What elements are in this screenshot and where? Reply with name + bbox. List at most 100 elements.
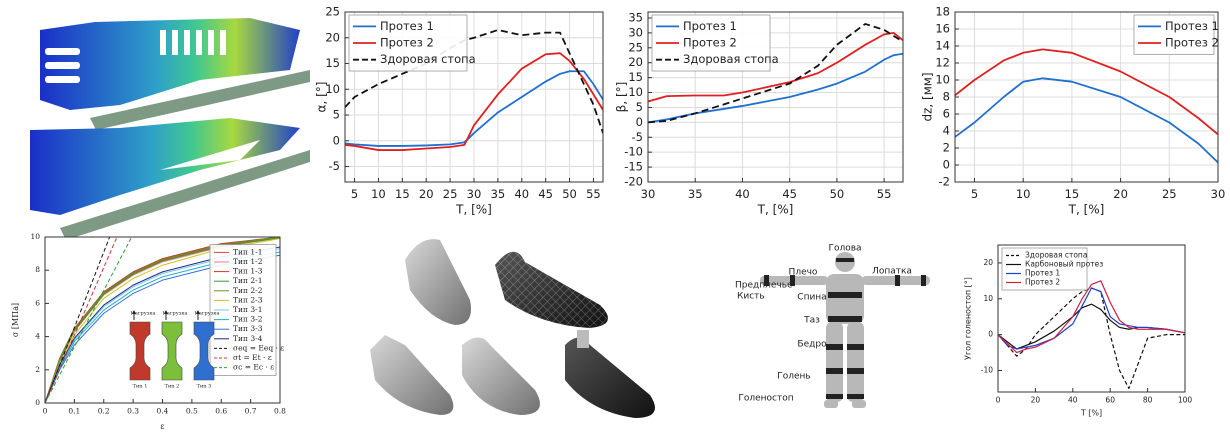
x-tick-label: 0.4 — [157, 406, 169, 415]
series-line — [998, 287, 1185, 350]
y-tick-label: 6 — [35, 298, 40, 307]
legend-label: Протез 1 — [1165, 19, 1219, 33]
x-tick-label: 0.8 — [274, 406, 286, 415]
y-tick-label: -2 — [939, 175, 950, 189]
fea-part — [40, 18, 300, 110]
fea-part — [30, 118, 300, 215]
y-tick-label: 0 — [636, 115, 643, 129]
legend-label: Тип 3-3 — [233, 324, 263, 333]
y-tick-label: -20 — [624, 175, 643, 189]
legend-label: Протез 2 — [380, 36, 434, 50]
prosthesis-adapter — [577, 330, 589, 348]
chart: 0 20 40 60 80 100 -10 0 10 20 Здоровая стопаКарбон… — [964, 244, 1193, 418]
x-axis-label: T, [%] — [1068, 203, 1105, 217]
x-tick-label: 40 — [735, 187, 750, 201]
x-tick-label: 20 — [1113, 187, 1128, 201]
chart: 5 10 15 20 25 30 35 40 45 50 55 -5 0 5 10 15 20 25 Протез … — [315, 5, 604, 217]
legend-label: Тип 2-1 — [233, 276, 262, 285]
y-tick-label: -15 — [624, 160, 643, 174]
fea-slot — [160, 140, 260, 170]
y-tick-label: 0 — [35, 398, 40, 407]
x-tick-label: 0.1 — [68, 406, 80, 415]
x-tick-label: 15 — [395, 187, 410, 201]
legend-label: Тип 2-3 — [233, 295, 263, 304]
y-tick-label: 2 — [35, 365, 40, 374]
y-tick-label: -5 — [329, 159, 340, 173]
x-tick-label: 80 — [1143, 395, 1153, 404]
series-line — [648, 52, 903, 124]
prosthesis — [405, 239, 471, 325]
y-tick-label: 15 — [628, 70, 643, 84]
legend-box — [1133, 14, 1215, 55]
y-tick-label: 10 — [935, 73, 950, 87]
x-tick-label: 0.5 — [186, 406, 198, 415]
x-tick-label: 10 — [371, 187, 386, 201]
y-tick-label: 12 — [935, 56, 950, 70]
x-axis-label: T [%] — [1080, 409, 1102, 418]
x-tick-label: 10 — [1016, 187, 1031, 201]
x-tick-label: 30 — [641, 187, 656, 201]
x-axis-label: T, [%] — [757, 203, 794, 217]
x-tick-label: 45 — [782, 187, 797, 201]
plot-frame — [344, 11, 604, 183]
plate — [60, 150, 310, 240]
legend-label: Тип 1-2 — [233, 257, 263, 266]
x-tick-label: 0.2 — [98, 406, 110, 415]
fea-holes — [45, 30, 226, 83]
y-tick-label: 30 — [628, 25, 643, 39]
series-line — [955, 77, 1218, 164]
y-tick-label: 14 — [935, 39, 950, 53]
series-line — [648, 23, 903, 124]
y-tick-label: 6 — [943, 107, 950, 121]
legend-label: Карбоновый протез — [1025, 260, 1103, 269]
x-tick-label: 50 — [562, 187, 577, 201]
series-line — [45, 237, 118, 403]
x-tick-label: 20 — [1031, 395, 1041, 404]
legend-label: Тип 3-2 — [233, 315, 263, 324]
x-tick-label: 0 — [43, 406, 48, 415]
legend-label: Протез 2 — [1025, 278, 1060, 287]
x-tick-label: 100 — [1178, 395, 1193, 404]
load-label: Нагрузка — [163, 311, 188, 317]
y-axis-label: Угол голеностоп [°] — [964, 277, 973, 360]
x-tick-label: 5 — [971, 187, 978, 201]
legend-label: Здоровая стопа — [683, 52, 779, 66]
y-tick-label: 0 — [988, 330, 993, 339]
x-tick-label: 55 — [877, 187, 892, 201]
body-label: Кисть — [737, 292, 765, 302]
y-tick-label: 20 — [325, 30, 340, 44]
specimen-label: Тип 3 — [197, 384, 212, 390]
y-tick-label: -5 — [632, 130, 643, 144]
y-axis-label: dz, [мм] — [921, 72, 935, 121]
x-axis-label: ε — [160, 422, 164, 431]
body-label: Предплечье — [735, 281, 793, 291]
series-line — [648, 31, 903, 103]
x-tick-label: 50 — [830, 187, 845, 201]
x-tick-label: 55 — [586, 187, 601, 201]
prosthesis — [565, 337, 655, 418]
legend-label: σc = Ec · ε — [233, 363, 274, 372]
y-tick-label: 5 — [636, 100, 643, 114]
body-label: Спина — [797, 293, 826, 303]
y-tick-label: 20 — [628, 55, 643, 69]
y-tick-label: 10 — [628, 85, 643, 99]
x-tick-label: 0.3 — [127, 406, 139, 415]
y-tick-label: 5 — [333, 108, 340, 122]
x-tick-label: 30 — [467, 187, 482, 201]
y-axis-label: β, [°] — [615, 82, 629, 113]
y-tick-label: 4 — [35, 332, 40, 341]
series-line — [998, 280, 1185, 354]
x-tick-label: 35 — [491, 187, 506, 201]
series-line — [955, 48, 1218, 136]
x-tick-label: 45 — [538, 187, 553, 201]
body-label: Голеностоп — [738, 394, 793, 404]
x-tick-label: 0 — [996, 395, 1001, 404]
legend-label: Протез 1 — [683, 19, 737, 33]
legend-label: Протез 2 — [1165, 36, 1219, 50]
y-tick-label: 0 — [943, 158, 950, 172]
legend-label: Протез 1 — [380, 19, 434, 33]
x-tick-label: 40 — [1068, 395, 1078, 404]
y-tick-label: 0 — [333, 133, 340, 147]
